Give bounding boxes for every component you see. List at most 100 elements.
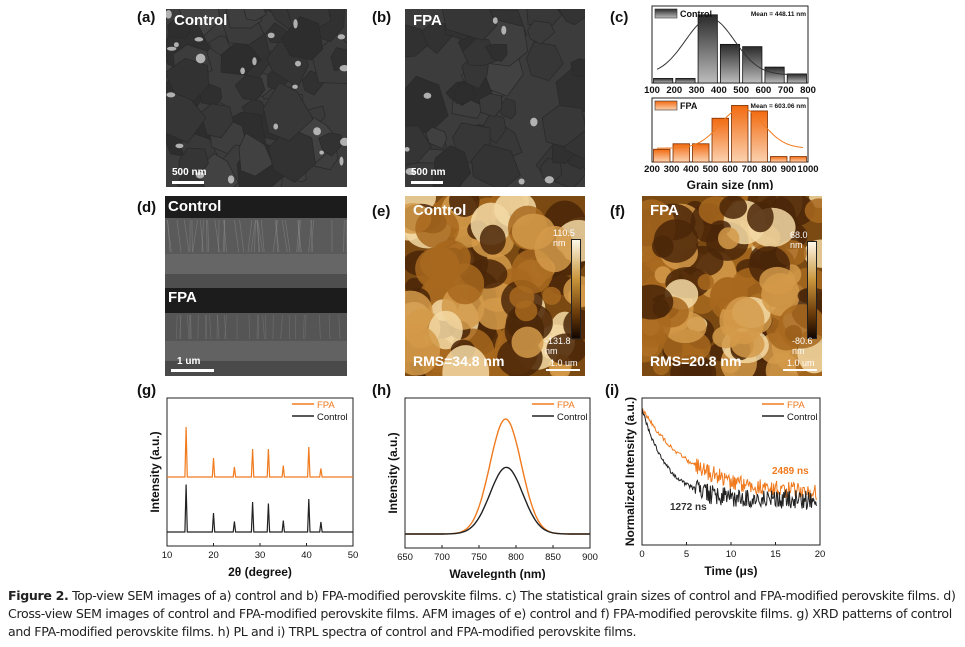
- plot-frame: [404, 397, 591, 549]
- scale-label: 1 um: [177, 356, 201, 367]
- lifetime-label-fpa: 2489 ns: [772, 466, 809, 477]
- scale-bar: [172, 181, 204, 184]
- afm-grain: [445, 263, 485, 305]
- grain-boundary: [186, 314, 190, 340]
- histogram-bar: [789, 156, 807, 163]
- histogram-bar: [653, 78, 674, 84]
- grain: [462, 36, 498, 67]
- x-tick-label: 600: [755, 85, 771, 96]
- sem-texture: [166, 9, 347, 187]
- grain-boundary: [179, 314, 182, 340]
- afm-grain: [717, 227, 740, 250]
- x-tick-label: 750: [471, 552, 487, 563]
- grain-boundary: [247, 219, 253, 253]
- perovskite-layer: [165, 313, 347, 341]
- x-tick-label: 600: [722, 164, 738, 175]
- bright-particle: [166, 9, 172, 19]
- histogram-bar: [719, 43, 741, 84]
- panel-label-g: (g): [137, 382, 157, 399]
- grain: [243, 9, 267, 21]
- grain: [441, 9, 498, 41]
- legend-label-fpa: FPA: [787, 400, 805, 411]
- x-tick-label: 50: [348, 550, 359, 561]
- x-axis-label: 2θ (degree): [228, 565, 292, 579]
- colorbar-max: 110.5 nm: [553, 228, 575, 248]
- cross-title-control: Control: [168, 198, 222, 215]
- scale-bar: [783, 369, 817, 371]
- bright-particle: [405, 167, 416, 176]
- grain-boundary: [308, 219, 312, 253]
- scale-label: 500 nm: [172, 167, 207, 178]
- bright-particle: [166, 46, 177, 51]
- caption-text: Top-view SEM images of a) control and b)…: [8, 588, 956, 639]
- grain: [208, 35, 231, 56]
- scale-bar: [171, 369, 214, 372]
- afm-grain: [723, 296, 765, 345]
- panel-label-e: (e): [372, 203, 391, 220]
- grain-boundary: [200, 219, 204, 253]
- afm-grain: [546, 333, 585, 365]
- sem-texture: [405, 9, 585, 187]
- x-tick-label: 0: [639, 549, 644, 560]
- scale-label: 500 nm: [411, 167, 446, 178]
- substrate-layer: [165, 361, 347, 376]
- bright-particle: [313, 127, 321, 136]
- scale-bar: [411, 181, 443, 184]
- grain: [425, 126, 448, 150]
- trpl-chart: 0 5 10 15 20 Time (μs) Normalized Intensity (a…: [623, 397, 825, 578]
- grain-boundary: [338, 314, 341, 340]
- grain-boundary: [298, 219, 301, 253]
- afm-texture: [642, 196, 822, 376]
- y-axis-label: Intensity (a.u.): [386, 432, 400, 513]
- bright-particle: [267, 32, 275, 39]
- panel-label-d: (d): [137, 199, 157, 216]
- x-tick-label: 15: [770, 549, 781, 560]
- rms-value: RMS=34.8 nm: [413, 353, 505, 369]
- afm-grain: [479, 224, 506, 255]
- grain: [167, 18, 193, 39]
- bright-particle: [501, 25, 507, 35]
- x-tick-label: 400: [711, 85, 727, 96]
- x-tick-label: 30: [255, 550, 266, 561]
- histogram-bar: [675, 78, 696, 84]
- x-tick-label: 300: [664, 164, 680, 175]
- x-axis-label: Time (μs): [704, 564, 757, 578]
- histogram-bar: [653, 148, 671, 163]
- grain: [570, 58, 585, 78]
- bright-particle: [423, 92, 432, 99]
- cross-section-texture: [165, 196, 347, 376]
- afm-grain: [721, 359, 740, 374]
- grain-boundary: [183, 219, 190, 253]
- legend-swatch: [654, 100, 678, 111]
- grain-boundary: [209, 314, 212, 340]
- plot-frame: [651, 97, 809, 163]
- sem-title-fpa: FPA: [413, 12, 442, 29]
- afm-grain: [511, 326, 544, 358]
- x-tick-label: 300: [689, 85, 705, 96]
- bright-particle: [337, 34, 346, 40]
- grain-boundary: [214, 219, 220, 253]
- grain-boundary: [217, 314, 220, 340]
- grain-boundary: [319, 314, 321, 340]
- x-tick-label: 650: [397, 552, 413, 563]
- sem-title-control: Control: [174, 12, 228, 29]
- grain: [268, 127, 316, 183]
- grain-boundary: [234, 219, 240, 253]
- legend-label-fpa: FPA: [557, 400, 575, 411]
- panel-label-c: (c): [610, 9, 629, 26]
- histogram-bar: [750, 110, 768, 163]
- background-band: [165, 196, 347, 218]
- grain: [318, 132, 342, 157]
- sem-image-fpa-topview: FPA 500 nm: [405, 9, 585, 187]
- rms-value: RMS=20.8 nm: [650, 353, 742, 369]
- background-band: [165, 288, 347, 313]
- x-tick-label: 800: [761, 164, 777, 175]
- grain: [527, 20, 556, 45]
- afm-image-control: Control 110.5 nm -131.8 nm RMS=34.8 nm 1…: [405, 196, 585, 376]
- x-tick-label: 10: [726, 549, 737, 560]
- substrate-layer: [165, 274, 347, 288]
- x-tick-label: 200: [666, 85, 682, 96]
- histogram-bar: [786, 73, 807, 84]
- grain-boundary: [256, 314, 259, 340]
